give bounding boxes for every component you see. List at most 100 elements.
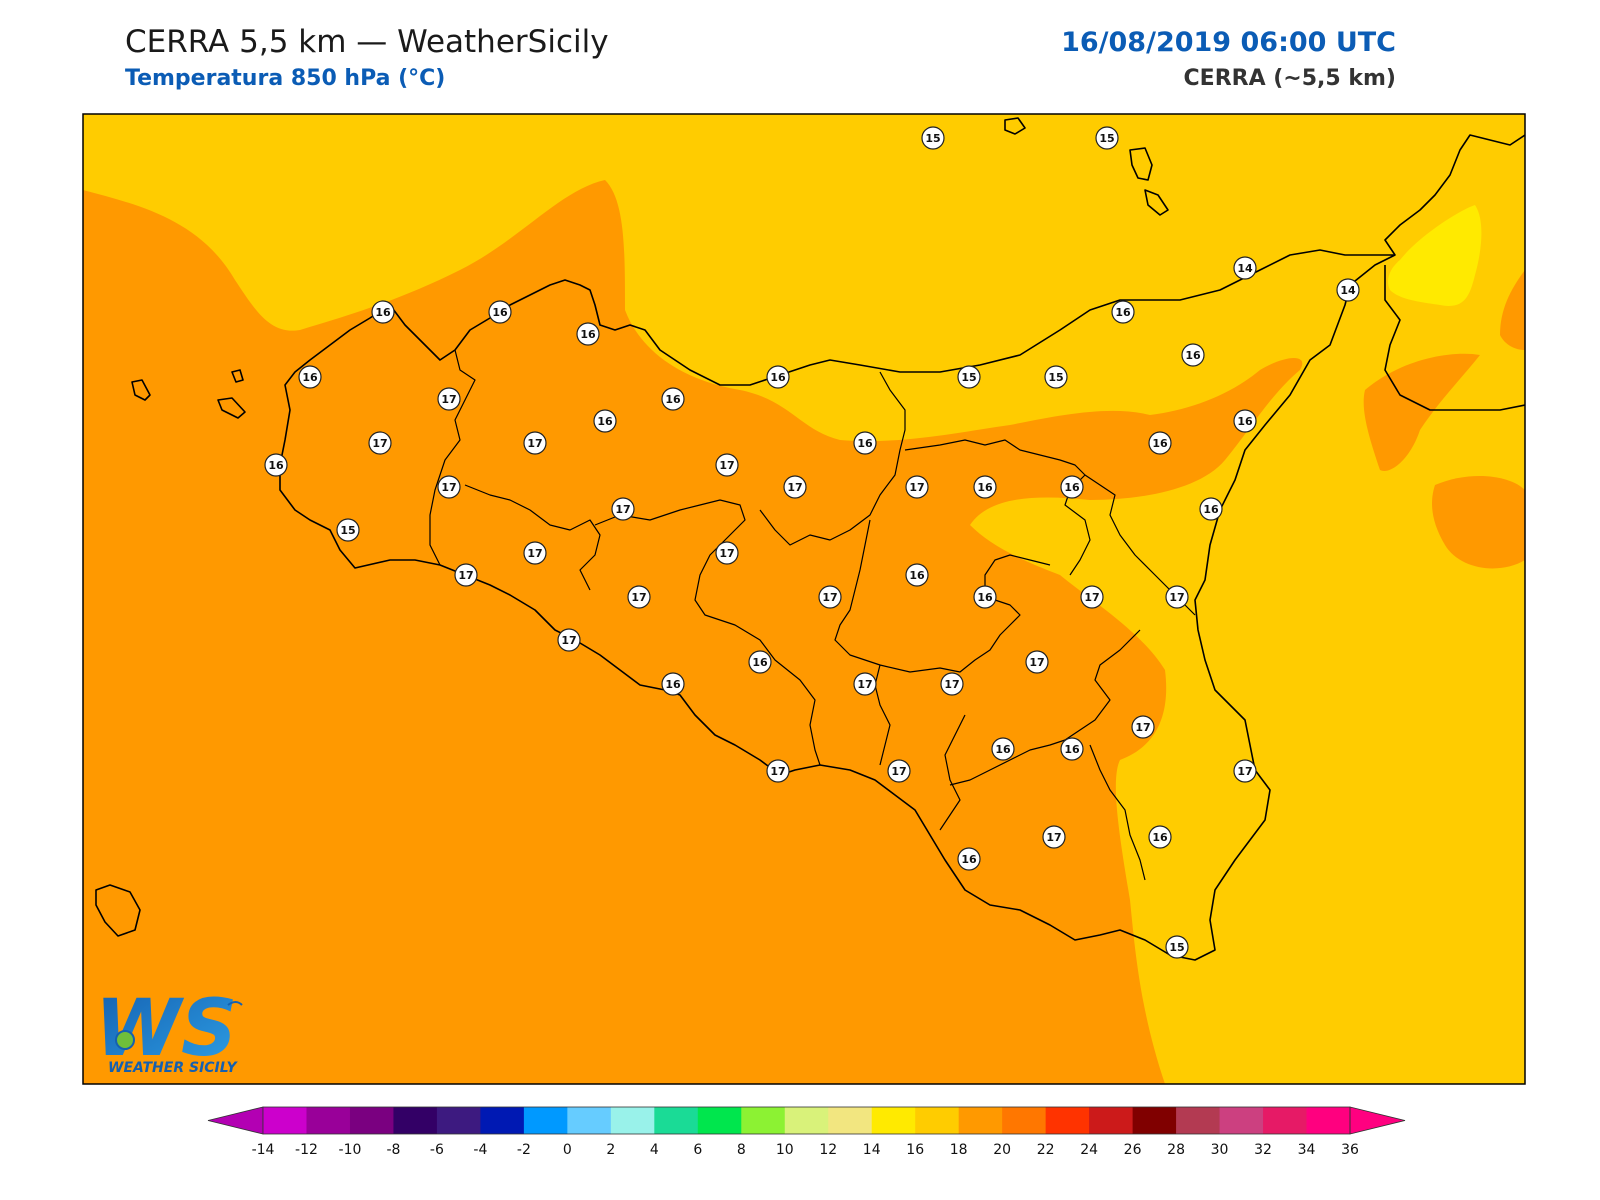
station-label: 16 bbox=[264, 453, 288, 477]
valid-datetime: 16/08/2019 06:00 UTC bbox=[1061, 27, 1396, 58]
station-value: 16 bbox=[1237, 415, 1253, 428]
station-label: 17 bbox=[715, 453, 739, 477]
station-marker bbox=[1080, 585, 1104, 609]
island-levanzo bbox=[231, 369, 244, 383]
colorbar-tick-label: 18 bbox=[950, 1142, 968, 1158]
station-label: 16 bbox=[853, 431, 877, 455]
station-label: 16 bbox=[1148, 431, 1172, 455]
colorbar-tick-label: 26 bbox=[1124, 1142, 1142, 1158]
station-value: 16 bbox=[1115, 306, 1131, 319]
station-label: 17 bbox=[627, 585, 651, 609]
band-16-18-ne bbox=[1500, 270, 1525, 350]
boundary-ct-sr-2 bbox=[1089, 744, 1146, 881]
colorbar-tick-label: 16 bbox=[906, 1142, 924, 1158]
station-marker bbox=[437, 475, 461, 499]
colorbar-segment bbox=[349, 1107, 394, 1134]
station-marker bbox=[1165, 585, 1189, 609]
boundary-ct-sr bbox=[949, 629, 1141, 786]
station-marker bbox=[1131, 715, 1155, 739]
model-label: CERRA (~5,5 km) bbox=[1183, 66, 1396, 91]
map-title: CERRA 5,5 km — WeatherSicily bbox=[125, 24, 609, 60]
island-pantelleria bbox=[95, 884, 141, 937]
station-marker bbox=[973, 585, 997, 609]
station-value: 16 bbox=[1203, 503, 1219, 516]
colorbar-frame bbox=[262, 1106, 1351, 1135]
station-marker bbox=[1199, 497, 1223, 521]
station-marker bbox=[766, 365, 790, 389]
station-label: 17 bbox=[1165, 585, 1189, 609]
station-marker bbox=[1181, 343, 1205, 367]
station-value: 16 bbox=[597, 415, 613, 428]
colorbar-segment bbox=[1002, 1107, 1047, 1134]
station-label: 17 bbox=[818, 585, 842, 609]
station-marker bbox=[905, 475, 929, 499]
colorbar-segment bbox=[915, 1107, 960, 1134]
station-marker bbox=[1336, 278, 1360, 302]
station-marker bbox=[1233, 759, 1257, 783]
colorbar-tick-label: 2 bbox=[606, 1142, 615, 1158]
boundary-tp-pa bbox=[429, 349, 476, 566]
station-value: 16 bbox=[752, 656, 768, 669]
station-label: 17 bbox=[523, 541, 547, 565]
station-marker bbox=[1233, 409, 1257, 433]
station-marker bbox=[905, 563, 929, 587]
station-label: 16 bbox=[661, 672, 685, 696]
weathersicily-logo: WS WEATHER SICILY bbox=[95, 984, 243, 1076]
colorbar-tick-label: 36 bbox=[1341, 1142, 1359, 1158]
station-value: 17 bbox=[1135, 721, 1150, 734]
station-value: 16 bbox=[977, 591, 993, 604]
station-label: 16 bbox=[298, 365, 322, 389]
station-value: 15 bbox=[925, 132, 940, 145]
station-marker bbox=[454, 563, 478, 587]
colorbar-segment bbox=[1132, 1107, 1177, 1134]
boundary-cl-en bbox=[834, 519, 1051, 673]
colorbar-tick-label: 14 bbox=[863, 1142, 881, 1158]
colorbar-segment bbox=[610, 1107, 655, 1134]
calabria-coast-east bbox=[1384, 265, 1525, 411]
colorbar-segment bbox=[654, 1107, 699, 1134]
station-value: 17 bbox=[787, 481, 802, 494]
station-value: 16 bbox=[995, 743, 1011, 756]
station-label: 16 bbox=[593, 409, 617, 433]
station-value: 16 bbox=[665, 678, 681, 691]
station-marker bbox=[661, 672, 685, 696]
island-salina bbox=[1004, 117, 1026, 135]
boundary-pa-ag bbox=[464, 484, 601, 591]
station-marker bbox=[748, 650, 772, 674]
station-label: 17 bbox=[1080, 585, 1104, 609]
colorbar-tick-label: -14 bbox=[252, 1142, 275, 1158]
station-label: 17 bbox=[454, 563, 478, 587]
colorbar-tick-label: 22 bbox=[1037, 1142, 1055, 1158]
bird-icon bbox=[227, 1001, 243, 1006]
station-marker bbox=[766, 759, 790, 783]
station-label: 16 bbox=[661, 387, 685, 411]
colorbar-tick-label: 30 bbox=[1211, 1142, 1229, 1158]
station-value: 17 bbox=[719, 547, 734, 560]
station-label: 16 bbox=[748, 650, 772, 674]
station-label: 17 bbox=[766, 759, 790, 783]
station-label: 17 bbox=[1233, 759, 1257, 783]
station-marker bbox=[921, 126, 945, 150]
station-label: 15 bbox=[1044, 365, 1068, 389]
station-value: 17 bbox=[615, 503, 630, 516]
logo-letters: WS bbox=[95, 984, 237, 1074]
station-label: 16 bbox=[576, 322, 600, 346]
colorbar-tick-label: 20 bbox=[993, 1142, 1011, 1158]
island-vulcano bbox=[1144, 189, 1169, 216]
station-label: 17 bbox=[715, 541, 739, 565]
station-value: 17 bbox=[1169, 591, 1184, 604]
station-value: 15 bbox=[1048, 371, 1063, 384]
station-value: 16 bbox=[492, 306, 508, 319]
station-label: 17 bbox=[1025, 650, 1049, 674]
station-label: 17 bbox=[853, 672, 877, 696]
station-value: 16 bbox=[1064, 743, 1080, 756]
station-marker bbox=[1111, 300, 1135, 324]
colorbar-segment bbox=[871, 1107, 916, 1134]
colorbar-tick-label: 10 bbox=[776, 1142, 794, 1158]
station-marker bbox=[298, 365, 322, 389]
station-marker bbox=[715, 453, 739, 477]
station-label: 17 bbox=[783, 475, 807, 499]
station-value: 16 bbox=[302, 371, 318, 384]
station-label: 16 bbox=[1060, 737, 1084, 761]
